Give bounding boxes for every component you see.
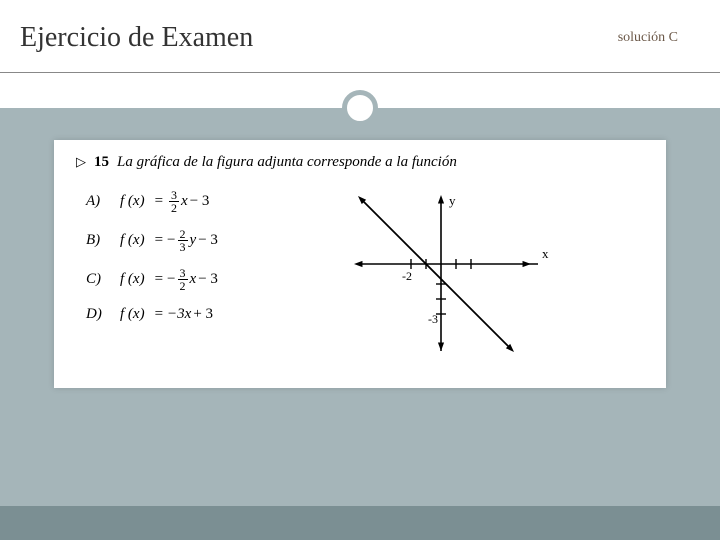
triangle-icon: ▷	[76, 154, 86, 170]
option-fx: f (x)	[120, 306, 145, 323]
option-equals: =	[155, 193, 163, 210]
problem-header: ▷ 15 La gráfica de la figura adjunta cor…	[76, 154, 644, 171]
problem-number: 15	[94, 154, 109, 171]
svg-text:x: x	[542, 246, 549, 261]
option-fx: f (x)	[120, 232, 145, 249]
option-var: y	[190, 232, 197, 249]
svg-text:-3: -3	[428, 312, 438, 326]
option-row: C)f (x) =−32x − 3	[86, 267, 218, 292]
problem-text: La gráfica de la figura adjunta correspo…	[117, 154, 457, 171]
option-neg: −	[167, 232, 175, 249]
problem-body: A)f (x)=32x − 3B)f (x)=−23y − 3C)f (x)=−…	[76, 189, 644, 359]
option-equals: =	[155, 271, 163, 288]
option-var: x	[181, 193, 188, 210]
option-tail: + 3	[193, 306, 213, 323]
slide-title: Ejercicio de Examen	[20, 22, 253, 54]
svg-text:-2: -2	[402, 269, 412, 283]
option-letter: A)	[86, 193, 120, 210]
option-row: B)f (x) =−23y − 3	[86, 228, 218, 253]
option-tail: − 3	[198, 232, 218, 249]
option-row: D)f (x) =−3x + 3	[86, 306, 218, 323]
option-fraction: 23	[178, 228, 188, 253]
circle-decoration	[342, 90, 378, 126]
option-equals: =	[155, 232, 163, 249]
option-fx: f (x)	[120, 271, 145, 288]
slide-container: Ejercicio de Examen solución C ▷ 15 La g…	[0, 0, 720, 540]
divider-line	[0, 72, 720, 73]
option-neg: −	[167, 271, 175, 288]
option-tail: − 3	[198, 271, 218, 288]
footer-bar	[0, 506, 720, 540]
option-fraction: 32	[169, 189, 179, 214]
svg-text:y: y	[449, 193, 456, 208]
content-panel: ▷ 15 La gráfica de la figura adjunta cor…	[54, 140, 666, 388]
solution-label: solución C	[618, 30, 678, 46]
option-row: A)f (x) = 32x − 3	[86, 189, 218, 214]
option-letter: B)	[86, 232, 120, 249]
option-fx: f (x)	[120, 193, 145, 210]
option-var: x	[190, 271, 197, 288]
option-tail: − 3	[190, 193, 210, 210]
option-letter: D)	[86, 306, 120, 323]
graph-area: -2 -3 x y	[258, 189, 644, 359]
option-letter: C)	[86, 271, 120, 288]
option-var: −3x	[167, 306, 191, 323]
option-equals: =	[155, 306, 163, 323]
function-graph: -2 -3 x y	[346, 189, 556, 359]
option-fraction: 32	[178, 267, 188, 292]
options-list: A)f (x)=32x − 3B)f (x)=−23y − 3C)f (x)=−…	[76, 189, 218, 337]
